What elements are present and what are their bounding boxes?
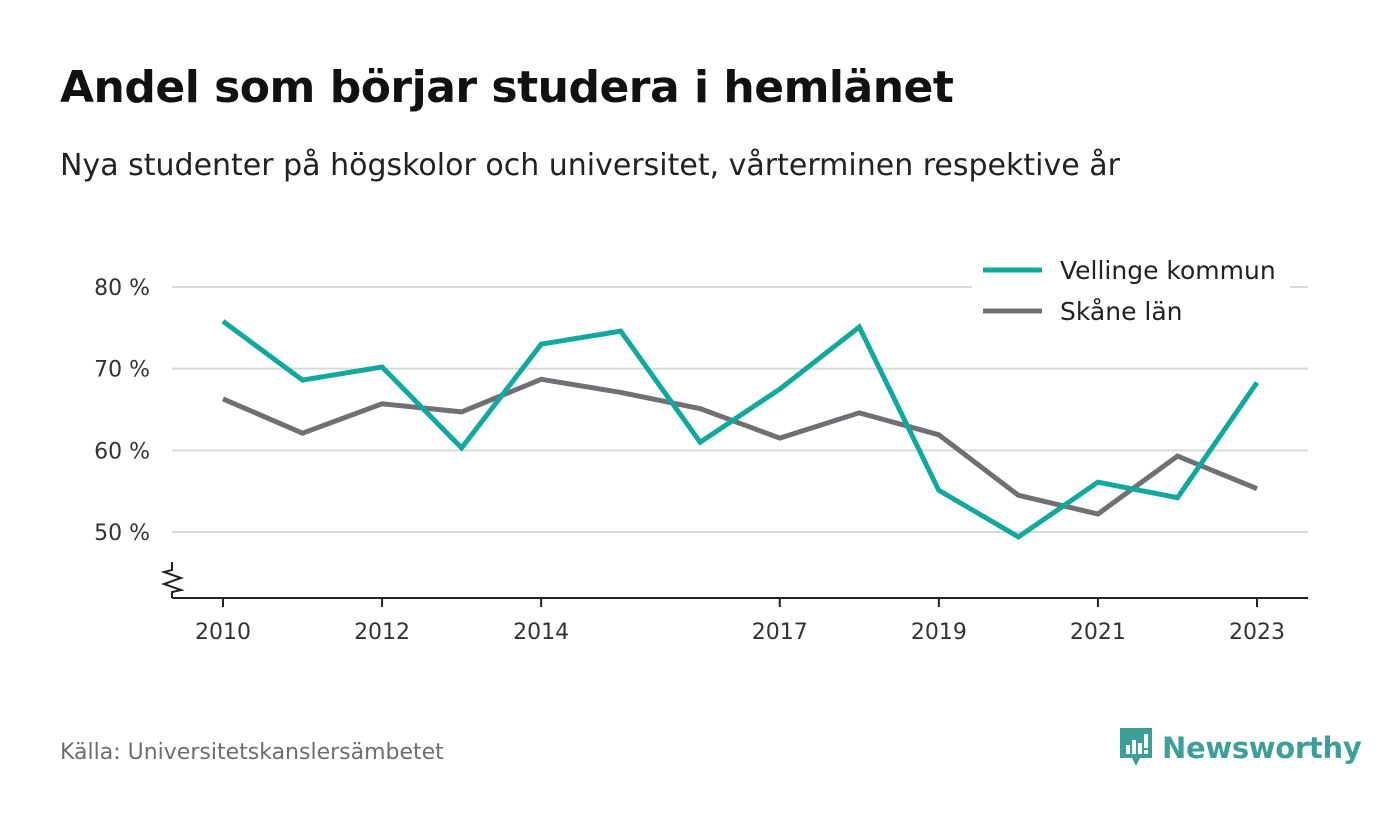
x-tick-label: 2023 xyxy=(1229,620,1285,645)
brand-name: Newsworthy xyxy=(1162,731,1362,765)
line-chart: 50 % 60 % 70 % 80 % 2010 2012 2014 2017 2019 202… xyxy=(94,247,1308,645)
series-lines xyxy=(221,319,1260,540)
chart-subtitle: Nya studenter på högskolor och universit… xyxy=(60,148,1120,183)
legend-label: Skåne län xyxy=(1060,297,1183,326)
chart-title: Andel som börjar studera i hemlänet xyxy=(60,62,954,113)
newsworthy-logo-icon xyxy=(1120,728,1152,766)
axis-break-icon xyxy=(160,562,185,598)
brand-logo: Newsworthy xyxy=(1118,726,1362,770)
y-tick-label: 80 % xyxy=(94,276,150,301)
series-line-1 xyxy=(222,376,1258,517)
series-line-0 xyxy=(221,319,1260,540)
source-note: Källa: Universitetskanslersämbetet xyxy=(60,740,444,765)
x-tick-label: 2014 xyxy=(513,620,569,645)
legend-label: Vellinge kommun xyxy=(1060,256,1276,285)
y-tick-label: 70 % xyxy=(94,358,150,383)
x-tick-label: 2017 xyxy=(752,620,808,645)
x-tick-label: 2021 xyxy=(1070,620,1126,645)
legend: Vellinge kommun Skåne län xyxy=(972,247,1290,333)
y-tick-label: 50 % xyxy=(94,521,150,546)
x-axis: 2010 2012 2014 2017 2019 2021 2023 xyxy=(172,597,1308,645)
y-axis: 50 % 60 % 70 % 80 % xyxy=(94,276,185,598)
legend-background xyxy=(972,247,1290,333)
x-tick-label: 2012 xyxy=(354,620,410,645)
x-tick-label: 2010 xyxy=(195,620,251,645)
y-tick-label: 60 % xyxy=(94,439,150,464)
x-tick-label: 2019 xyxy=(911,620,967,645)
